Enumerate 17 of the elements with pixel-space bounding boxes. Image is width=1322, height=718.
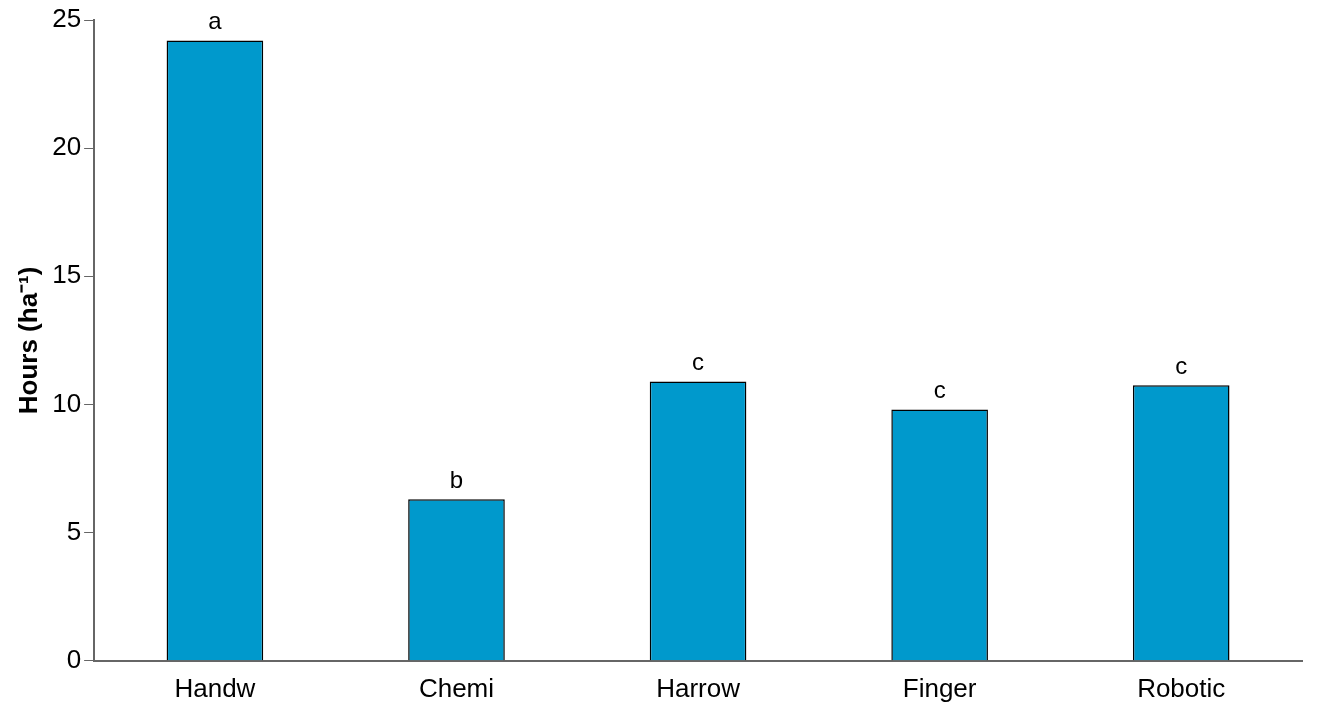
y-tick-label: 25 — [52, 3, 82, 34]
y-tick-label: 0 — [66, 643, 82, 674]
y-tick-label: 5 — [66, 515, 82, 546]
annotation: c — [933, 376, 946, 404]
annotation: a — [208, 7, 223, 35]
y-tick-label: 20 — [52, 131, 82, 162]
annotation: c — [1175, 351, 1188, 379]
y-tick-label: 15 — [52, 259, 82, 290]
x-tick-label: Chemi — [418, 672, 495, 703]
annotation: b — [449, 465, 464, 493]
x-tick-label: Harrow — [656, 672, 741, 703]
y-axis-title: Hours (ha⁻¹) — [12, 266, 43, 415]
x-tick-label: Robotic — [1137, 672, 1226, 703]
y-tick-label: 10 — [52, 387, 82, 418]
annotation: c — [692, 348, 705, 376]
x-tick-label: Finger — [902, 672, 977, 703]
x-tick-label: Handw — [174, 672, 256, 703]
